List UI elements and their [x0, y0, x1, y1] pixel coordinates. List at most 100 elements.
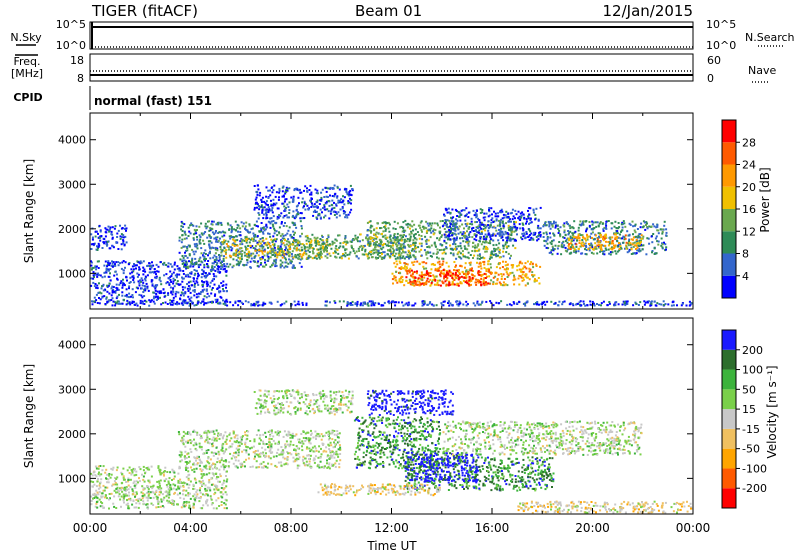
echo-cell — [334, 211, 337, 214]
echo-cell — [182, 256, 185, 259]
echo-cell — [504, 260, 507, 263]
echo-cell — [195, 242, 198, 245]
echo-cell — [263, 242, 266, 245]
echo-cell — [589, 246, 592, 249]
echo-cell — [262, 206, 265, 209]
echo-cell — [342, 300, 345, 303]
echo-cell — [134, 303, 137, 306]
echo-cell — [485, 250, 488, 253]
echo-cell — [215, 256, 218, 258]
echo-cell — [263, 250, 266, 253]
echo-cell — [477, 281, 480, 284]
echo-cell — [140, 498, 143, 501]
echo-cell — [470, 269, 473, 272]
echo-cell — [487, 229, 490, 232]
echo-cell — [206, 504, 209, 507]
echo-cell — [97, 473, 100, 475]
echo-cell — [500, 208, 503, 211]
echo-cell — [381, 232, 383, 235]
echo-cell — [614, 220, 617, 223]
echo-cell — [506, 284, 509, 287]
echo-cell — [246, 261, 249, 264]
echo-cell — [417, 283, 419, 286]
echo-cell — [333, 184, 336, 187]
echo-cell — [373, 233, 376, 236]
echo-cell — [573, 220, 576, 223]
echo-cell — [494, 212, 497, 215]
echo-cell — [204, 231, 207, 233]
echo-cell — [292, 200, 295, 203]
echo-cell — [185, 237, 188, 240]
echo-cell — [676, 304, 678, 307]
echo-cell — [421, 302, 424, 305]
echo-cell — [577, 235, 580, 238]
echo-cell — [409, 256, 412, 259]
echo-cell — [95, 265, 98, 268]
echo-cell — [223, 263, 226, 265]
echo-cell — [242, 222, 245, 225]
echo-cell — [117, 288, 120, 291]
echo-cell — [104, 227, 107, 230]
echo-cell — [130, 295, 132, 298]
echo-cell — [413, 284, 416, 287]
echo-cell — [282, 185, 285, 188]
echo-cell — [155, 277, 158, 280]
echo-cell — [477, 303, 480, 306]
echo-cell — [203, 266, 206, 269]
echo-cell — [97, 267, 100, 269]
echo-cell — [449, 271, 452, 274]
echo-cell — [489, 263, 492, 266]
echo-cell — [338, 300, 341, 303]
echo-cell — [413, 223, 416, 226]
echo-cell — [121, 236, 123, 239]
echo-cell — [667, 303, 670, 306]
echo-cell — [260, 249, 263, 252]
echo-cell — [391, 254, 394, 257]
echo-cell — [573, 248, 576, 250]
echo-cell — [403, 241, 406, 243]
echo-cell — [200, 232, 203, 235]
echo-cell — [293, 188, 296, 190]
echo-cell — [300, 217, 303, 220]
echo-cell — [132, 491, 135, 494]
echo-cell — [189, 280, 192, 283]
echo-cell — [507, 215, 510, 218]
echo-cell — [303, 247, 306, 250]
echo-cell — [632, 233, 634, 236]
echo-cell — [98, 474, 101, 477]
echo-cell — [306, 190, 309, 193]
echo-cell — [399, 277, 402, 280]
echo-cell — [467, 227, 470, 230]
echo-cell — [441, 252, 444, 255]
echo-cell — [275, 264, 278, 267]
echo-cell — [537, 277, 540, 279]
echo-cell — [657, 232, 660, 235]
echo-cell — [287, 251, 290, 254]
echo-cell — [384, 221, 387, 224]
echo-cell — [590, 242, 593, 245]
echo-cell — [527, 236, 530, 238]
echo-cell — [451, 208, 454, 211]
echo-cell — [107, 260, 110, 263]
echo-cell — [349, 304, 352, 306]
echo-cell — [272, 198, 275, 201]
echo-cell — [164, 301, 167, 304]
echo-cell — [391, 247, 394, 250]
echo-cell — [634, 231, 637, 234]
echo-cell — [489, 271, 492, 274]
echo-cell — [379, 227, 381, 230]
echo-cell — [567, 244, 570, 247]
echo-cell — [129, 303, 132, 306]
echo-cell — [112, 286, 115, 288]
echo-cell — [335, 245, 338, 248]
echo-cell — [229, 246, 232, 249]
echo-cell — [339, 208, 342, 211]
echo-cell — [459, 282, 462, 285]
echo-cell — [302, 253, 304, 256]
echo-cell — [467, 216, 470, 218]
echo-cell — [550, 300, 553, 303]
echo-cell — [139, 280, 142, 283]
echo-cell — [116, 287, 119, 290]
echo-cell — [135, 302, 138, 305]
echo-cell — [444, 207, 447, 210]
